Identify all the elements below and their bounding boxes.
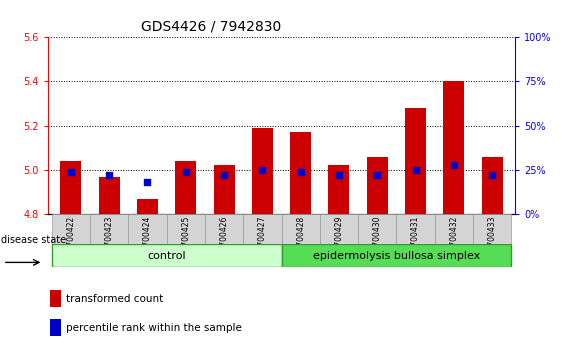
Bar bbox=[175, 161, 196, 214]
Text: GSM700429: GSM700429 bbox=[334, 216, 343, 262]
Bar bbox=[396, 214, 435, 244]
Bar bbox=[282, 244, 511, 267]
Bar bbox=[290, 132, 311, 214]
Text: GSM700428: GSM700428 bbox=[296, 216, 305, 262]
Text: GSM700432: GSM700432 bbox=[449, 216, 458, 262]
Bar bbox=[167, 214, 205, 244]
Text: GSM700431: GSM700431 bbox=[411, 216, 420, 262]
Point bbox=[373, 172, 382, 178]
Bar bbox=[52, 244, 282, 267]
Bar bbox=[99, 177, 120, 214]
Text: GSM700426: GSM700426 bbox=[220, 216, 229, 262]
Point bbox=[449, 162, 458, 167]
Point bbox=[220, 172, 229, 178]
Text: percentile rank within the sample: percentile rank within the sample bbox=[66, 323, 242, 333]
Bar bbox=[51, 319, 61, 336]
Title: GDS4426 / 7942830: GDS4426 / 7942830 bbox=[141, 19, 282, 33]
Text: transformed count: transformed count bbox=[66, 294, 163, 304]
Bar bbox=[51, 290, 61, 307]
Point bbox=[143, 179, 152, 185]
Point bbox=[488, 172, 497, 178]
Bar bbox=[328, 166, 350, 214]
Bar bbox=[52, 214, 90, 244]
Bar bbox=[405, 108, 426, 214]
Text: GSM700422: GSM700422 bbox=[66, 216, 75, 262]
Point bbox=[66, 169, 75, 175]
Point bbox=[105, 172, 114, 178]
Text: GSM700433: GSM700433 bbox=[488, 216, 497, 262]
Point bbox=[258, 167, 267, 173]
Point bbox=[296, 169, 305, 175]
Bar bbox=[367, 156, 388, 214]
Point bbox=[181, 169, 190, 175]
Bar bbox=[128, 214, 167, 244]
Bar bbox=[243, 214, 282, 244]
Bar bbox=[90, 214, 128, 244]
Text: GSM700430: GSM700430 bbox=[373, 216, 382, 262]
Bar bbox=[481, 156, 503, 214]
Point bbox=[334, 172, 343, 178]
Bar bbox=[320, 214, 358, 244]
Bar bbox=[282, 214, 320, 244]
Bar bbox=[205, 214, 243, 244]
Text: epidermolysis bullosa simplex: epidermolysis bullosa simplex bbox=[313, 251, 480, 261]
Bar bbox=[473, 214, 511, 244]
Text: GSM700423: GSM700423 bbox=[105, 216, 114, 262]
Bar bbox=[358, 214, 396, 244]
Text: GSM700427: GSM700427 bbox=[258, 216, 267, 262]
Text: control: control bbox=[148, 251, 186, 261]
Text: GSM700425: GSM700425 bbox=[181, 216, 190, 262]
Point bbox=[411, 167, 420, 173]
Bar bbox=[252, 128, 273, 214]
Bar bbox=[60, 161, 82, 214]
Bar bbox=[443, 81, 464, 214]
Bar bbox=[213, 166, 235, 214]
Text: GSM700424: GSM700424 bbox=[143, 216, 152, 262]
Text: disease state: disease state bbox=[1, 235, 66, 245]
Bar bbox=[137, 199, 158, 214]
Bar bbox=[435, 214, 473, 244]
